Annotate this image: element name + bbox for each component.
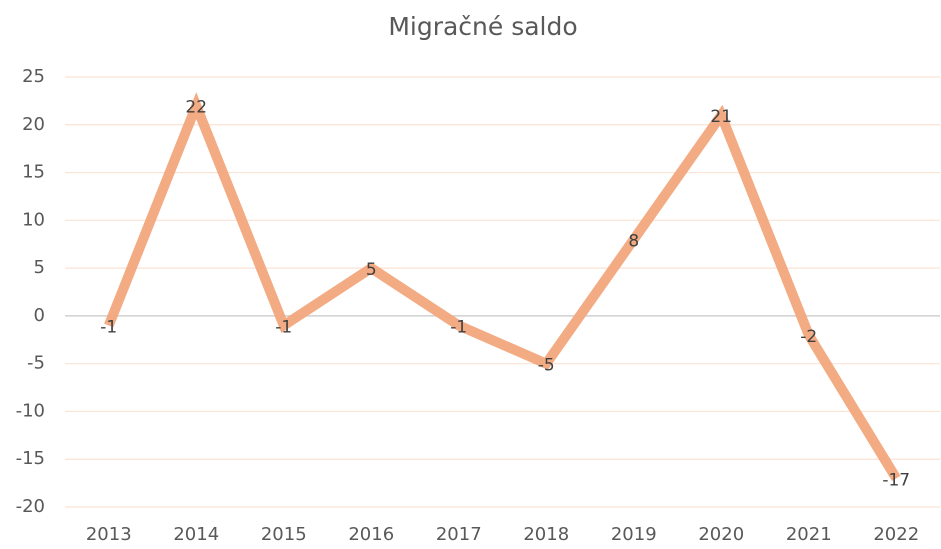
x-tick-label: 2020 xyxy=(698,524,744,545)
data-label: -5 xyxy=(538,356,555,376)
data-label: 22 xyxy=(185,98,207,118)
y-tick-label: -5 xyxy=(27,353,45,374)
y-tick-label: 25 xyxy=(22,66,45,87)
x-tick-label: 2014 xyxy=(173,524,219,545)
y-tick-label: 20 xyxy=(22,114,45,135)
data-label: -1 xyxy=(275,317,292,337)
y-tick-label: 0 xyxy=(34,305,45,326)
x-tick-label: 2015 xyxy=(261,524,307,545)
y-tick-label: 10 xyxy=(22,209,45,230)
y-tick-label: -10 xyxy=(16,400,45,421)
chart-title: Migračné saldo xyxy=(388,12,577,41)
y-tick-label: -15 xyxy=(16,448,45,469)
y-tick-label: 15 xyxy=(22,162,45,183)
data-label: -17 xyxy=(882,470,910,490)
data-label: 5 xyxy=(366,260,377,280)
x-tick-label: 2017 xyxy=(436,524,482,545)
data-line xyxy=(104,92,901,481)
y-tick-label: -20 xyxy=(16,496,45,517)
data-label: -1 xyxy=(450,317,467,337)
data-label: 8 xyxy=(628,231,639,251)
x-tick-label: 2016 xyxy=(348,524,394,545)
data-label: -2 xyxy=(800,327,817,347)
x-tick-label: 2013 xyxy=(86,524,132,545)
data-label: -1 xyxy=(100,317,117,337)
data-label: 21 xyxy=(710,107,732,127)
y-tick-label: 5 xyxy=(34,257,45,278)
x-tick-label: 2022 xyxy=(873,524,919,545)
x-tick-label: 2019 xyxy=(611,524,657,545)
x-tick-label: 2021 xyxy=(786,524,832,545)
x-tick-label: 2018 xyxy=(523,524,569,545)
